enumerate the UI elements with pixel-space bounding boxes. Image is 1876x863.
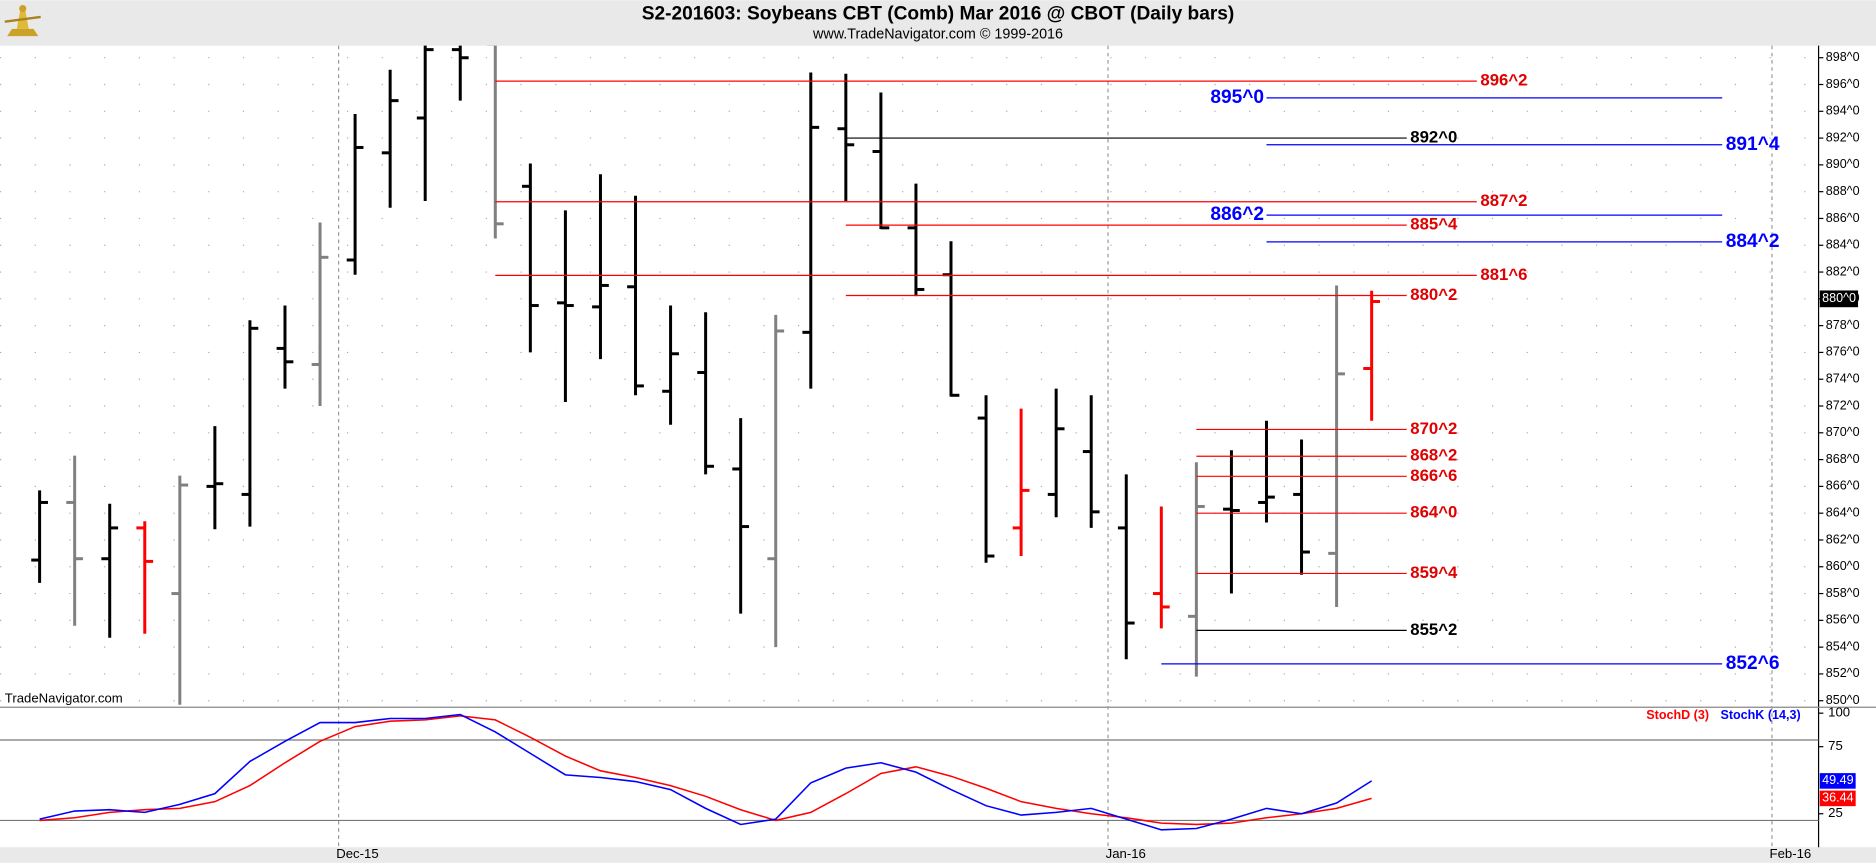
x-tick-label: Dec-15 bbox=[336, 846, 378, 861]
level-label: 895^0 bbox=[1210, 87, 1264, 108]
level-label: 855^2 bbox=[1410, 620, 1457, 639]
y-tick-label: 870^0 bbox=[1826, 425, 1860, 439]
y-tick-label: 25 bbox=[1828, 805, 1843, 820]
y-tick-label: 898^0 bbox=[1826, 50, 1860, 64]
y-tick-label: 862^0 bbox=[1826, 532, 1860, 546]
y-tick-label: 872^0 bbox=[1826, 398, 1860, 412]
y-tick-label: 850^0 bbox=[1826, 693, 1860, 707]
legend-entry: StochK (14,3) bbox=[1720, 708, 1800, 722]
level-label: 896^2 bbox=[1480, 71, 1527, 90]
logo bbox=[4, 4, 41, 37]
level-label: 886^2 bbox=[1210, 204, 1264, 225]
level-label: 881^6 bbox=[1480, 265, 1527, 284]
level-label: 884^2 bbox=[1726, 231, 1780, 252]
level-label: 859^4 bbox=[1410, 563, 1458, 582]
chart-subtitle: www.TradeNavigator.com © 1999-2016 bbox=[812, 27, 1063, 43]
header-band bbox=[0, 0, 1876, 46]
level-label: 866^6 bbox=[1410, 466, 1457, 485]
y-tick-label: 75 bbox=[1828, 738, 1843, 753]
y-tick-label: 892^0 bbox=[1826, 130, 1860, 144]
stoch-line bbox=[39, 715, 1372, 826]
y-tick-label: 852^0 bbox=[1826, 666, 1860, 680]
y-tick-label: 888^0 bbox=[1826, 184, 1860, 198]
y-tick-label: 866^0 bbox=[1826, 479, 1860, 493]
y-tick-label: 876^0 bbox=[1826, 345, 1860, 359]
level-label: 887^2 bbox=[1480, 191, 1527, 210]
y-tick-label: 860^0 bbox=[1826, 559, 1860, 573]
stoch-line bbox=[39, 713, 1373, 831]
y-tick-label: 856^0 bbox=[1826, 613, 1860, 627]
level-label: 892^0 bbox=[1410, 128, 1457, 147]
y-tick-label: 886^0 bbox=[1826, 211, 1860, 225]
level-label: 852^6 bbox=[1726, 653, 1780, 674]
chart-title: S2-201603: Soybeans CBT (Comb) Mar 2016 … bbox=[642, 4, 1235, 25]
price-bars bbox=[31, 45, 1381, 705]
level-label: 870^2 bbox=[1410, 419, 1457, 438]
y-tick-label: 890^0 bbox=[1826, 157, 1860, 171]
stoch-last-label: 49.49 bbox=[1822, 773, 1853, 787]
x-tick-label: Feb-16 bbox=[1770, 846, 1812, 861]
date-band bbox=[0, 847, 1876, 863]
y-tick-label: 894^0 bbox=[1826, 104, 1860, 118]
last-price-label: 880^0 bbox=[1822, 291, 1856, 305]
level-label: 868^2 bbox=[1410, 446, 1457, 465]
x-tick-label: Jan-16 bbox=[1106, 846, 1146, 861]
watermark: TradeNavigator.com bbox=[5, 690, 123, 705]
legend-entry: StochD (3) bbox=[1646, 708, 1709, 722]
level-label: 885^4 bbox=[1410, 215, 1458, 234]
y-tick-label: 864^0 bbox=[1826, 505, 1860, 519]
stoch-last-label: 36.44 bbox=[1822, 791, 1853, 805]
y-tick-label: 882^0 bbox=[1826, 264, 1860, 278]
stoch-last-box bbox=[1819, 790, 1856, 807]
last-price-box bbox=[1819, 290, 1859, 308]
y-tick-label: 858^0 bbox=[1826, 586, 1860, 600]
y-tick-label: 896^0 bbox=[1826, 77, 1860, 91]
stoch-last-box bbox=[1819, 773, 1856, 789]
y-tick-label: 854^0 bbox=[1826, 639, 1860, 653]
level-label: 864^0 bbox=[1410, 503, 1457, 522]
y-tick-label: 868^0 bbox=[1826, 452, 1860, 466]
y-tick-label: 884^0 bbox=[1826, 238, 1860, 252]
level-label: 880^2 bbox=[1410, 285, 1457, 304]
y-tick-label: 100 bbox=[1828, 705, 1850, 720]
level-label: 891^4 bbox=[1726, 134, 1780, 155]
y-tick-label: 878^0 bbox=[1826, 318, 1860, 332]
y-tick-label: 874^0 bbox=[1826, 372, 1860, 386]
